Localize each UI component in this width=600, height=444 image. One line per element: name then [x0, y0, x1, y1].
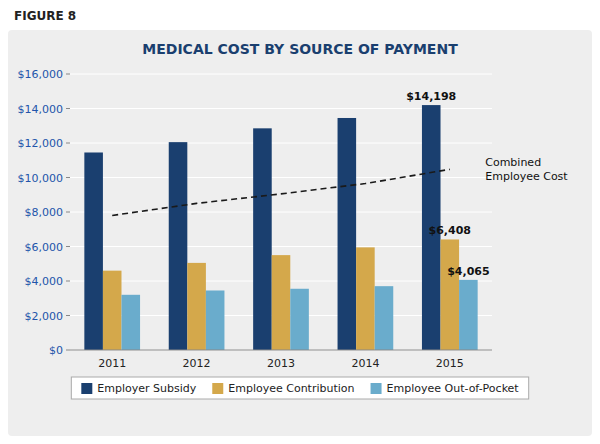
y-tick-label: $16,000	[18, 68, 64, 81]
y-tick-label: $12,000	[18, 137, 64, 150]
y-tick	[66, 212, 70, 213]
bar	[356, 247, 375, 350]
y-tick-label: $14,000	[18, 103, 64, 116]
x-tick-label: 2012	[183, 357, 211, 370]
legend: Employer Subsidy Employee Contribution Emp…	[71, 377, 528, 399]
bar	[338, 118, 357, 350]
line	[112, 169, 450, 215]
grid-line	[70, 350, 492, 351]
bar	[187, 263, 206, 350]
legend-box	[71, 377, 528, 399]
legend-swatch	[81, 383, 92, 394]
grid-line	[70, 74, 492, 75]
line-label: CombinedEmployee Cost	[485, 156, 568, 183]
y-tick-label: $8,000	[25, 206, 64, 219]
y-tick	[66, 74, 70, 75]
y-tick-label: $6,000	[25, 241, 64, 254]
bar	[84, 152, 103, 350]
bar	[290, 289, 309, 350]
x-axis	[70, 350, 492, 351]
bar	[169, 142, 188, 350]
chart: FIGURE 8 MEDICAL COST BY SOURCE OF PAYMEN…	[0, 0, 600, 444]
line-label-part: Combined	[485, 156, 541, 169]
bar	[441, 239, 460, 350]
y-tick	[66, 143, 70, 144]
data-label: $4,065	[447, 265, 489, 278]
legend-entry: Employee Contribution	[228, 382, 354, 395]
y-tick	[66, 246, 70, 247]
plot-area	[84, 105, 477, 350]
legend-swatch	[212, 383, 223, 394]
legend-entry: Employee Out-of-Pocket	[387, 382, 520, 395]
bar	[253, 128, 272, 350]
x-tick-label: 2013	[267, 357, 295, 370]
y-tick-label: $2,000	[25, 310, 64, 323]
x-tick-label: 2014	[351, 357, 379, 370]
data-label: $14,198	[406, 90, 456, 103]
line-label-part: Employee Cost	[485, 170, 568, 183]
bar	[459, 280, 478, 350]
x-tick-label: 2011	[98, 357, 126, 370]
bar	[272, 255, 291, 350]
y-tick	[66, 350, 70, 351]
y-tick	[66, 281, 70, 282]
title: MEDICAL COST BY SOURCE OF PAYMENT	[142, 41, 458, 57]
x-tick-label: 2015	[436, 357, 464, 370]
y-tick-label: $10,000	[18, 172, 64, 185]
panel	[8, 30, 592, 436]
legend-entry: Employer Subsidy	[97, 382, 196, 395]
y-tick	[66, 177, 70, 178]
bar	[103, 271, 122, 350]
bar	[121, 295, 140, 350]
y-tick	[66, 108, 70, 109]
figure-label: FIGURE 8	[14, 9, 76, 23]
legend-swatch	[371, 383, 382, 394]
y-tick	[66, 315, 70, 316]
y-tick-label: $0	[49, 344, 63, 357]
bar	[375, 286, 394, 350]
y-tick-label: $4,000	[25, 275, 64, 288]
data-label: $6,408	[429, 224, 471, 237]
bar	[206, 290, 225, 350]
